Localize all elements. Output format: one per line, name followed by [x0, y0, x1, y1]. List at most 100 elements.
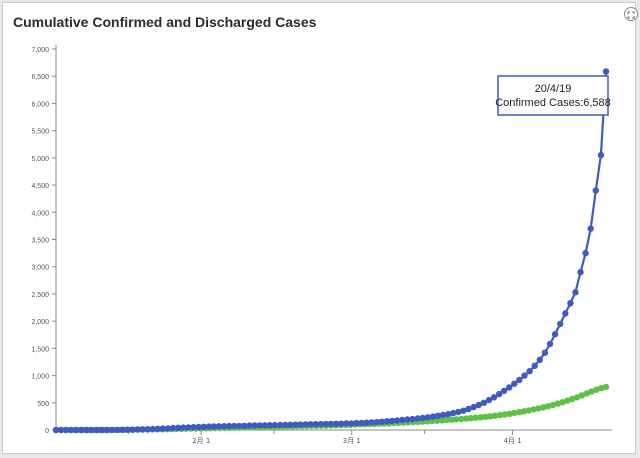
confirmed-point	[159, 425, 167, 432]
y-axis: 0 500 1,000 1,500 2,000 2,500 3,000 3,500 4,000 4…	[31, 45, 57, 435]
confirmed-point	[180, 424, 187, 431]
tooltip-box	[497, 75, 609, 116]
confirmed-point	[399, 416, 406, 424]
y-tick-label: 3,000	[31, 265, 49, 272]
tooltip: 20/4/19 Confirmed Cases:6,588	[495, 75, 611, 116]
discharged-point	[443, 416, 450, 424]
confirmed-point	[460, 407, 467, 414]
confirmed-point	[307, 421, 314, 428]
confirmed-point	[338, 420, 345, 427]
y-tick-label: 5,500	[31, 129, 49, 136]
discharged-point	[511, 409, 518, 417]
confirmed-point	[353, 419, 360, 427]
confirmed-point	[480, 399, 487, 406]
confirmed-point	[108, 426, 116, 434]
y-tick-label: 6,500	[31, 74, 49, 81]
confirmed-point	[378, 418, 386, 425]
confirmed-point	[251, 422, 258, 429]
confirmed-point	[602, 68, 610, 75]
y-tick-label: 4,500	[31, 183, 49, 190]
discharged-point	[569, 395, 576, 403]
confirmed-point	[455, 408, 462, 416]
confirmed-point	[562, 310, 569, 317]
confirmed-point	[332, 420, 340, 427]
confirmed-point	[68, 426, 75, 434]
confirmed-point	[52, 426, 60, 434]
confirmed-point	[88, 426, 95, 434]
confirmed-point	[149, 425, 156, 433]
confirmed-point	[200, 423, 207, 430]
confirmed-point	[485, 396, 493, 404]
discharged-point	[578, 392, 586, 399]
confirmed-point	[470, 403, 477, 411]
confirmed-point	[302, 421, 309, 428]
confirmed-point	[119, 426, 126, 433]
tooltip-value: Confirmed Cases:6,588	[495, 97, 611, 109]
discharged-point	[501, 411, 508, 418]
confirmed-point	[541, 349, 549, 356]
confirmed-point	[144, 426, 151, 433]
discharged-point	[544, 403, 552, 410]
confirmed-point	[546, 340, 554, 348]
confirmed-point	[282, 421, 289, 429]
confirmed-point	[434, 412, 442, 419]
confirmed-point	[358, 419, 365, 427]
confirmed-point	[592, 187, 599, 194]
confirmed-point	[225, 422, 233, 430]
confirmed-point	[256, 422, 263, 429]
discharged-point	[559, 399, 566, 406]
confirmed-point	[577, 269, 584, 276]
confirmed-point	[536, 356, 543, 363]
confirmed-point	[246, 422, 253, 429]
confirmed-point	[516, 376, 523, 384]
confirmed-point	[490, 394, 498, 401]
confirmed-point	[582, 249, 589, 257]
tooltip-date: 20/4/19	[535, 83, 572, 95]
confirmed-point	[506, 384, 513, 391]
confirmed-point	[521, 372, 528, 379]
discharged-point	[583, 390, 590, 397]
series-layer	[52, 68, 610, 434]
y-tick-label: 500	[37, 401, 49, 408]
confirmed-point	[241, 422, 248, 429]
confirmed-point	[388, 417, 396, 425]
y-tick-label: 2,500	[31, 292, 49, 299]
discharged-point	[602, 383, 610, 391]
confirmed-point	[383, 418, 391, 425]
confirmed-point	[531, 362, 538, 369]
discharged-point	[540, 404, 547, 411]
confirmed-point	[587, 225, 594, 232]
y-tick-label: 5,000	[31, 156, 49, 163]
x-tick-label: 4月 1	[504, 437, 522, 445]
confirmed-point	[322, 420, 330, 428]
y-tick-label: 3,500	[31, 238, 49, 245]
confirmed-point	[169, 424, 177, 432]
confirmed-point	[511, 380, 518, 387]
confirmed-point	[373, 418, 380, 426]
confirmed-point	[439, 411, 447, 419]
confirmed-point	[164, 425, 172, 432]
discharged-point	[477, 414, 484, 421]
confirmed-point	[414, 415, 421, 422]
confirmed-point	[495, 390, 503, 398]
confirmed-point	[394, 417, 401, 424]
confirmed-point	[139, 426, 146, 433]
discharged-point	[549, 401, 557, 409]
confirmed-point	[261, 422, 268, 429]
confirmed-point	[327, 420, 335, 428]
confirmed-point	[557, 320, 564, 328]
discharged-point	[491, 412, 499, 419]
discharged-point	[593, 386, 600, 393]
expand-icon[interactable]	[624, 7, 638, 21]
confirmed-point	[424, 414, 431, 421]
discharged-point	[525, 407, 532, 414]
confirmed-point	[444, 411, 452, 418]
discharged-point	[496, 411, 504, 419]
discharged-point	[564, 397, 571, 404]
confirmed-point	[450, 409, 457, 417]
confirmed-point	[175, 424, 182, 431]
confirmed-point	[297, 421, 304, 428]
confirmed-point	[363, 419, 370, 426]
confirmed-point	[419, 414, 426, 422]
